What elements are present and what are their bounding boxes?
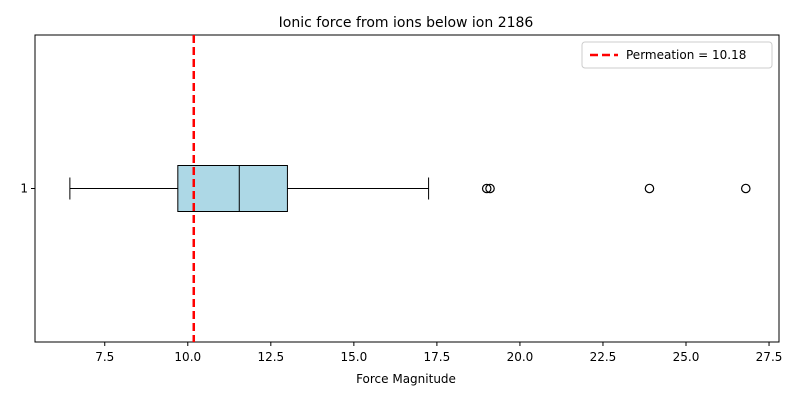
x-tick-label: 15.0 [340, 350, 367, 364]
box-series [69, 165, 430, 212]
legend-frame [581, 41, 773, 69]
outlier-point [485, 183, 495, 194]
x-tick-label: 20.0 [507, 350, 534, 364]
legend-entry-permeation: Permeation = 10.18 [626, 48, 746, 62]
x-axis: 7.5 10.0 12.5 15.0 17.5 20.0 22.5 25.0 27.5 [95, 342, 782, 364]
x-tick-label: 7.5 [95, 350, 114, 364]
x-axis-title: Force Magnitude [356, 372, 456, 386]
x-tick-label: 10.0 [174, 350, 201, 364]
x-tick-label: 27.5 [756, 350, 783, 364]
x-tick-label: 17.5 [424, 350, 451, 364]
legend: Permeation = 10.18 [581, 41, 773, 69]
chart-title: Ionic force from ions below ion 2186 [279, 15, 534, 31]
interquartile-box [177, 165, 288, 212]
y-axis: 1 [20, 182, 35, 196]
outlier-point [740, 183, 751, 194]
x-tick-label: 12.5 [257, 350, 284, 364]
outlier-point [644, 183, 655, 194]
x-tick-label: 22.5 [590, 350, 617, 364]
outlier-points [481, 183, 751, 194]
y-tick-label: 1 [20, 182, 28, 196]
outlier-point [481, 183, 492, 194]
x-tick-label: 25.0 [673, 350, 700, 364]
